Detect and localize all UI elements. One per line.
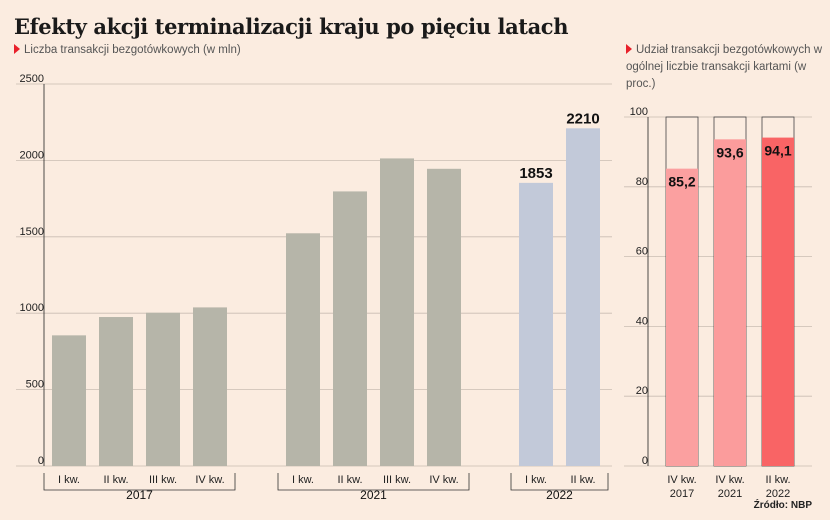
- left-xtick-label-2021-4: IV kw.: [429, 474, 458, 486]
- left-xtick-label-2017-4: IV kw.: [195, 474, 224, 486]
- left-bar-2021-4: [427, 168, 461, 466]
- left-data-label-2022-2: 2210: [566, 110, 599, 127]
- left-bar-2021-1: [286, 233, 320, 466]
- right-subtitle-text: Udział transakcji bezgotówkowych w ogóln…: [626, 44, 822, 90]
- left-chart-subtitle: Liczba transakcji bezgotówkowych (w mln): [14, 42, 241, 59]
- right-xtick-label-2: IV kw.: [715, 474, 744, 486]
- left-year-bracket-2017: [43, 473, 236, 491]
- left-xtick-label-2022-2: II kw.: [570, 474, 595, 486]
- left-bar-2017-2: [99, 317, 133, 466]
- right-bar-2: [714, 139, 746, 466]
- right-xtick-label-1: IV kw.: [667, 474, 696, 486]
- right-ytick-label-1: 20: [636, 385, 648, 397]
- right-data-label-1: 85,2: [668, 174, 695, 190]
- left-bar-2017-3: [146, 312, 180, 466]
- right-bar-3: [762, 137, 794, 466]
- left-xtick-label-2017-2: II kw.: [103, 474, 128, 486]
- right-data-label-2: 93,6: [716, 144, 743, 160]
- right-data-label-3: 94,1: [764, 143, 791, 159]
- left-ytick-label-3: 1500: [20, 226, 44, 238]
- left-ytick-label-5: 2500: [20, 73, 44, 85]
- left-bar-2021-2: [333, 191, 367, 466]
- right-ytick-label-5: 100: [630, 106, 648, 118]
- left-bar-2022-2: [566, 128, 600, 466]
- left-xtick-label-2017-3: III kw.: [149, 474, 177, 486]
- source-note: Źródło: NBP: [753, 500, 812, 511]
- chart-title: Efekty akcji terminalizacji kraju po pię…: [14, 14, 569, 39]
- right-xtick-year-3: 2022: [766, 488, 790, 500]
- right-ytick-label-2: 40: [636, 315, 648, 327]
- left-ytick-label-1: 500: [26, 379, 44, 391]
- left-year-label-2021: 2021: [360, 488, 387, 502]
- right-xtick-label-3: II kw.: [765, 474, 790, 486]
- left-xtick-label-2022-1: I kw.: [525, 474, 547, 486]
- left-xtick-label-2021-1: I kw.: [292, 474, 314, 486]
- left-xtick-label-2017-1: I kw.: [58, 474, 80, 486]
- right-xtick-year-1: 2017: [670, 488, 694, 500]
- left-subtitle-text: Liczba transakcji bezgotówkowych (w mln): [24, 44, 241, 56]
- right-ytick-label-4: 80: [636, 176, 648, 188]
- left-xtick-label-2021-3: III kw.: [383, 474, 411, 486]
- left-data-label-2022-1: 1853: [519, 165, 552, 182]
- triangle-marker-icon: [626, 44, 632, 54]
- right-ytick-label-0: 0: [642, 455, 648, 467]
- right-xtick-year-2: 2021: [718, 488, 742, 500]
- left-year-bracket-2022: [510, 473, 609, 491]
- left-year-label-2017: 2017: [126, 488, 153, 502]
- left-bar-2017-4: [193, 307, 227, 466]
- left-year-bracket-2021: [277, 473, 470, 491]
- left-ytick-label-2: 1000: [20, 302, 44, 314]
- left-ytick-label-4: 2000: [20, 149, 44, 161]
- left-ytick-label-0: 0: [38, 455, 44, 467]
- left-bar-2022-1: [519, 182, 553, 466]
- left-bar-2021-3: [380, 158, 414, 466]
- right-ytick-label-3: 60: [636, 246, 648, 258]
- left-year-label-2022: 2022: [546, 488, 573, 502]
- right-chart-subtitle: Udział transakcji bezgotówkowych w ogóln…: [626, 42, 826, 93]
- left-bar-2017-1: [52, 335, 86, 466]
- left-xtick-label-2021-2: II kw.: [337, 474, 362, 486]
- right-bar-1: [666, 168, 698, 467]
- triangle-marker-icon: [14, 44, 20, 54]
